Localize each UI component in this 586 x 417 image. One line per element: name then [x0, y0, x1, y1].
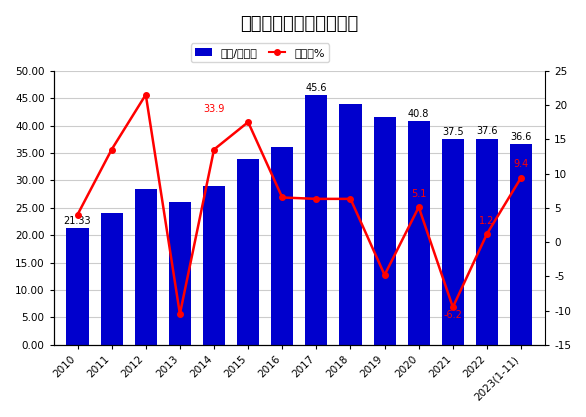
- Text: -6.2: -6.2: [444, 309, 462, 319]
- 增长率%: [313, 196, 320, 201]
- 增长率%: [449, 305, 456, 310]
- 增长率%: [279, 195, 286, 200]
- Text: 33.9: 33.9: [203, 104, 224, 114]
- Text: 5.1: 5.1: [411, 189, 427, 199]
- Bar: [271, 148, 294, 345]
- 增长率%: [176, 311, 183, 317]
- Bar: [476, 139, 498, 345]
- Legend: 进口/百万吨, 增长率%: 进口/百万吨, 增长率%: [191, 43, 329, 62]
- 增长率%: [210, 147, 217, 152]
- Text: 21.33: 21.33: [64, 216, 91, 226]
- Text: 37.5: 37.5: [442, 127, 464, 137]
- Title: 土耳其某炭进口变化走势: 土耳其某炭进口变化走势: [240, 15, 359, 33]
- Bar: [339, 103, 362, 345]
- 增长率%: [142, 92, 149, 97]
- 增长率%: [244, 120, 251, 125]
- Bar: [237, 159, 259, 345]
- 增长率%: [74, 212, 81, 217]
- Bar: [66, 228, 88, 345]
- Text: 1.2: 1.2: [479, 216, 495, 226]
- Text: 45.6: 45.6: [306, 83, 327, 93]
- 增长率%: [347, 196, 354, 201]
- Text: 36.6: 36.6: [510, 132, 532, 142]
- Bar: [442, 139, 464, 345]
- 增长率%: [517, 175, 524, 180]
- Text: 9.4: 9.4: [513, 159, 529, 169]
- Bar: [408, 121, 430, 345]
- Text: 40.8: 40.8: [408, 109, 430, 119]
- Bar: [373, 117, 396, 345]
- Bar: [510, 144, 532, 345]
- Line: 增长率%: 增长率%: [75, 92, 524, 317]
- Bar: [203, 186, 225, 345]
- Bar: [169, 202, 191, 345]
- Bar: [101, 213, 122, 345]
- 增长率%: [415, 205, 423, 210]
- Bar: [305, 95, 328, 345]
- 增长率%: [108, 147, 115, 152]
- 增长率%: [381, 272, 388, 277]
- Text: 37.6: 37.6: [476, 126, 498, 136]
- Bar: [135, 188, 157, 345]
- 增长率%: [483, 231, 490, 236]
